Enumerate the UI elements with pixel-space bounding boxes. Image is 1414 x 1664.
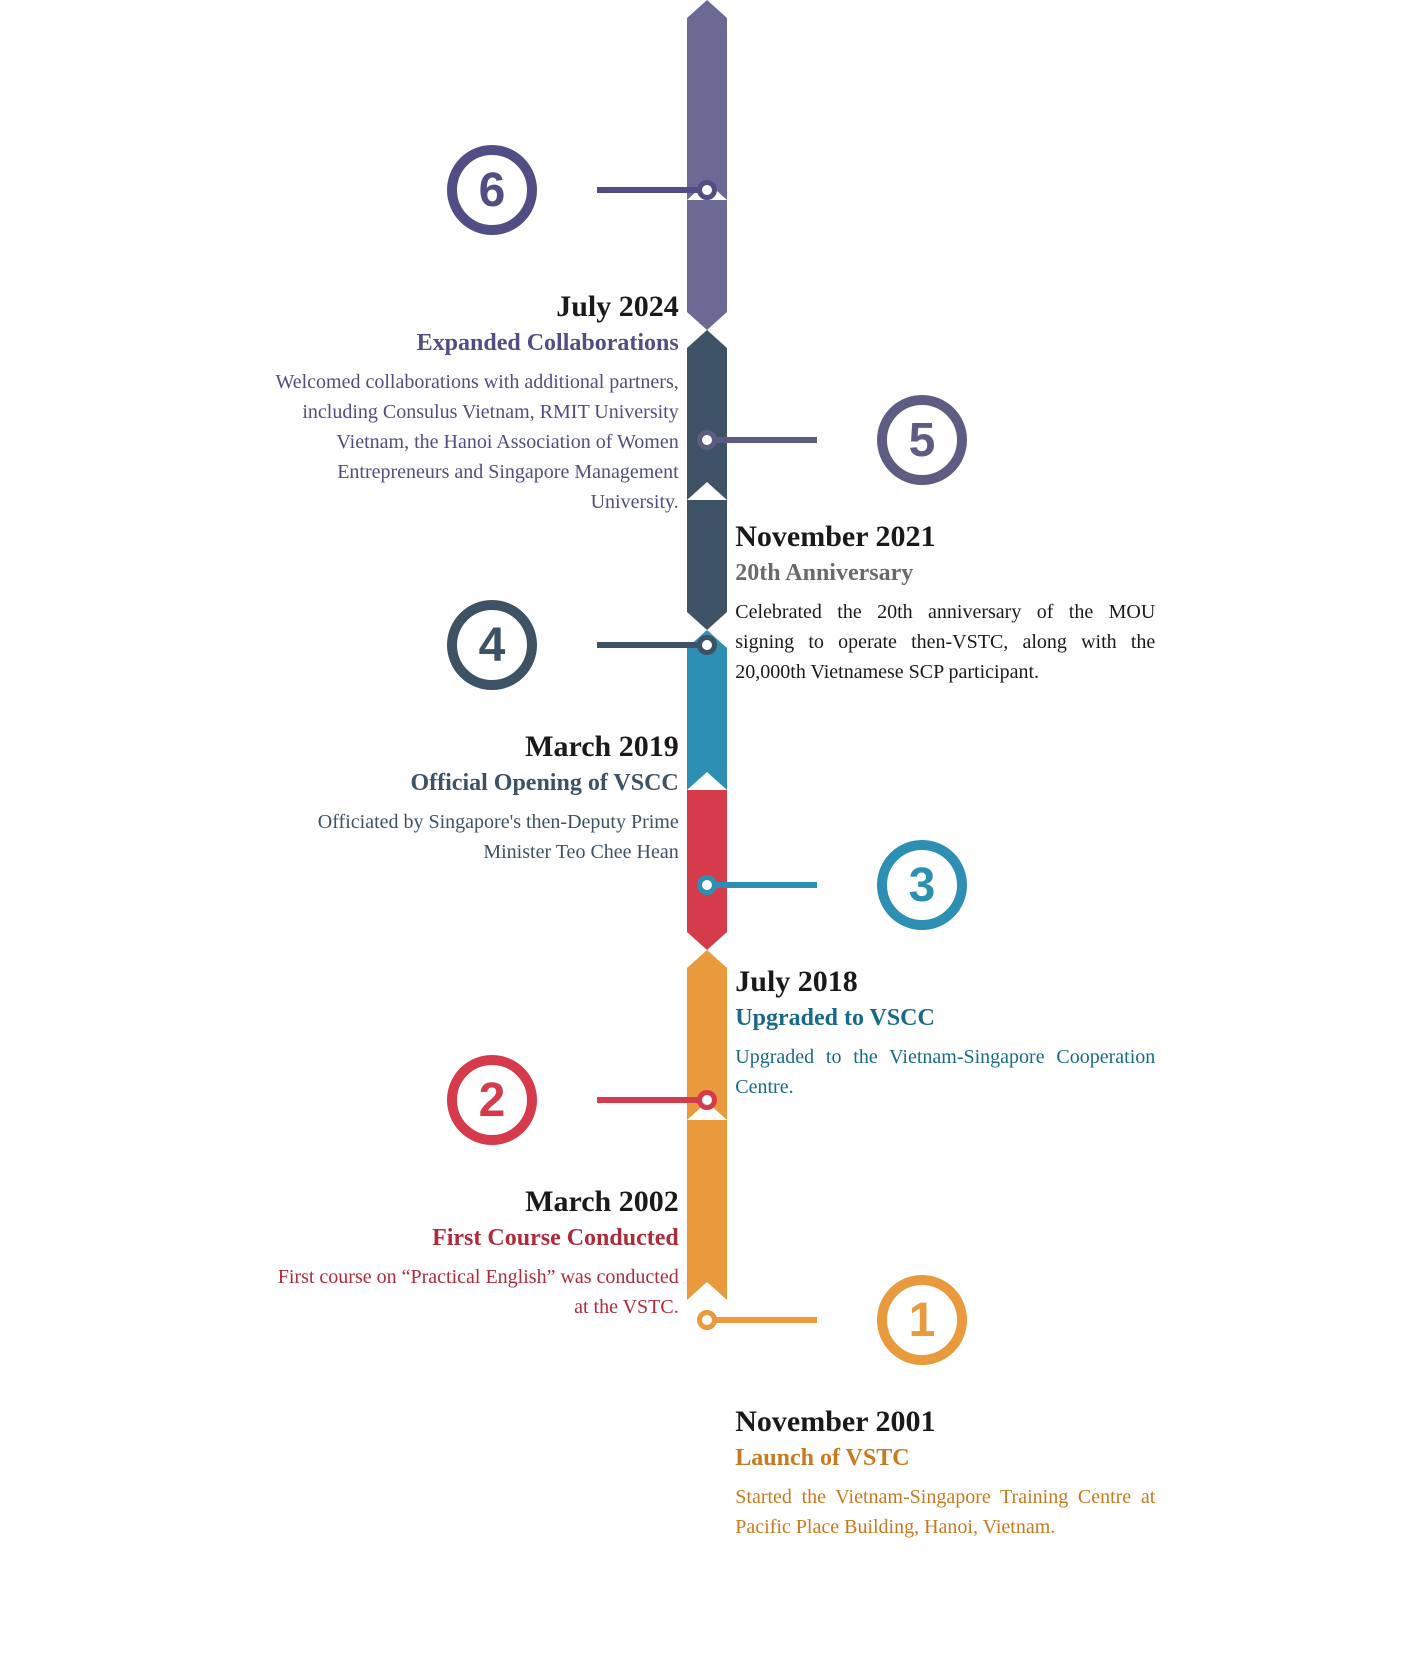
badge-connector [707,1317,817,1323]
milestone-text: March 2019 Official Opening of VSCC Offici… [259,730,679,867]
axis-dot [697,635,717,655]
milestone-text: March 2002 First Course Conducted First co… [259,1185,679,1322]
central-axis [0,0,1414,1664]
badge-connector [597,187,707,193]
badge-connector [597,642,707,648]
milestone-title: Upgraded to VSCC [735,1005,1155,1032]
milestone-date: March 2019 [259,730,679,764]
milestone-number-badge: 4 [447,600,537,690]
milestone-description: Officiated by Singapore's then-Deputy Pr… [259,807,679,867]
milestone-description: Celebrated the 20th anniversary of the M… [735,597,1155,687]
milestone-badge-group: 3 [707,840,967,930]
milestone-description: First course on “Practical English” was … [259,1262,679,1322]
milestone-number: 3 [909,858,936,913]
milestone-number: 2 [479,1073,506,1128]
milestone-number-badge: 5 [877,395,967,485]
milestone-badge-group: 1 [707,1275,967,1365]
milestone-text: July 2018 Upgraded to VSCC Upgraded to the… [735,965,1155,1102]
milestone-badge-group: 5 [707,395,967,485]
milestone-number-badge: 1 [877,1275,967,1365]
milestone-title: 20th Anniversary [735,560,1155,587]
milestone-date: July 2018 [735,965,1155,999]
axis-segment [687,1120,727,1300]
axis-dot [697,875,717,895]
milestone-number: 5 [909,413,936,468]
milestone-date: November 2021 [735,520,1155,554]
badge-connector [597,1097,707,1103]
milestone-number: 1 [909,1293,936,1348]
milestone-description: Upgraded to the Vietnam-Singapore Cooper… [735,1042,1155,1102]
milestone-number-badge: 3 [877,840,967,930]
milestone-text: July 2024 Expanded Collaborations Welcomed… [259,290,679,517]
axis-dot [697,1090,717,1110]
timeline-infographic: 6 July 2024 Expanded Collaborations Welcome… [0,0,1414,1664]
milestone-title: Expanded Collaborations [259,330,679,357]
milestone-text: November 2021 20th Anniversary Celebrated … [735,520,1155,687]
milestone-description: Started the Vietnam-Singapore Training C… [735,1482,1155,1542]
axis-dot [697,180,717,200]
milestone-title: Official Opening of VSCC [259,770,679,797]
axis-dot [697,430,717,450]
milestone-badge-group: 6 [447,145,707,235]
badge-connector [707,882,817,888]
milestone-text: November 2001 Launch of VSTC Started the V… [735,1405,1155,1542]
axis-dot [697,1310,717,1330]
milestone-description: Welcomed collaborations with additional … [259,367,679,517]
milestone-number: 4 [479,618,506,673]
milestone-badge-group: 2 [447,1055,707,1145]
milestone-number: 6 [479,163,506,218]
milestone-date: March 2002 [259,1185,679,1219]
milestone-number-badge: 2 [447,1055,537,1145]
badge-connector [707,437,817,443]
milestone-badge-group: 4 [447,600,707,690]
milestone-date: July 2024 [259,290,679,324]
milestone-date: November 2001 [735,1405,1155,1439]
milestone-title: Launch of VSTC [735,1445,1155,1472]
milestone-title: First Course Conducted [259,1225,679,1252]
milestone-number-badge: 6 [447,145,537,235]
